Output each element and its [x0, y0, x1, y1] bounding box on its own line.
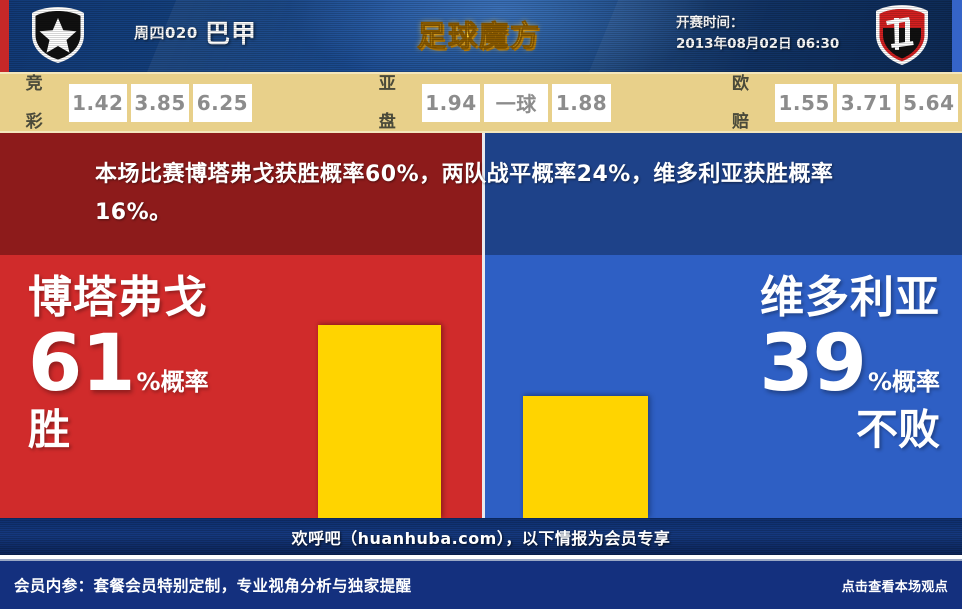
home-percent-suffix: %概率 [136, 368, 209, 396]
match-round-tag: 周四020 [134, 24, 198, 42]
brand-logo: 足球魔方 [416, 19, 542, 54]
home-team-block: 博塔弗戈 61 %概率 胜 [28, 273, 328, 455]
home-percent-line: 61 %概率 [28, 325, 328, 403]
kickoff-info: 开赛时间： 2013年08月02日 06:30 [676, 13, 839, 55]
odds-cell-jingcai-2[interactable]: 3.85 [130, 83, 190, 122]
header-right-blue-strip [952, 0, 962, 72]
away-percent-suffix: %概率 [867, 368, 940, 396]
odds-group-jingcai: 竞彩 1.42 3.85 6.25 [18, 74, 256, 132]
probability-bar-home [318, 325, 441, 518]
odds-group-oupei: 欧赔 1.55 3.71 5.64 [724, 74, 962, 132]
odds-cell-yapan-3[interactable]: 1.88 [552, 83, 611, 122]
member-description: 会员内参：套餐会员特别定制，专业视角分析与独家提醒 [14, 577, 412, 595]
away-team-name: 维多利亚 [760, 272, 940, 323]
away-team-block: 维多利亚 39 %概率 不败 [620, 273, 940, 455]
odds-bar: 竞彩 1.42 3.85 6.25 亚盘 1.94 一球 1.88 欧赔 1.5… [0, 72, 962, 133]
away-percent-line: 39 %概率 [620, 325, 940, 403]
probability-panel: 本场比赛博塔弗戈获胜概率60%，两队战平概率24%，维多利亚获胜概率16%。 博… [0, 133, 962, 518]
kickoff-label: 开赛时间： [676, 15, 744, 31]
kickoff-time: 2013年08月02日 06:30 [676, 36, 840, 52]
vitoria-crest-icon [876, 5, 928, 65]
odds-label-oupei: 欧赔 [731, 73, 750, 132]
home-outcome-label: 胜 [28, 405, 71, 454]
panel-summary-left-bg [0, 133, 484, 255]
promo-bar: 欢呼吧（huanhuba.com），以下情报为会员专享 [0, 518, 962, 555]
panel-summary-right-bg [484, 133, 962, 255]
odds-group-yapan: 亚盘 1.94 一球 1.88 [371, 74, 615, 132]
header-left-red-strip [0, 0, 9, 72]
odds-cell-jingcai-3[interactable]: 6.25 [193, 83, 252, 122]
odds-cell-yapan-handicap[interactable]: 一球 [484, 83, 549, 122]
away-percent-value: 39 [759, 319, 867, 409]
odds-cell-jingcai-1[interactable]: 1.42 [68, 83, 127, 122]
promo-text: 欢呼吧（huanhuba.com），以下情报为会员专享 [291, 528, 671, 548]
probability-bar-away [523, 396, 648, 518]
odds-cell-oupei-2[interactable]: 3.71 [837, 83, 896, 122]
odds-label-jingcai: 竞彩 [25, 73, 44, 132]
home-percent-value: 61 [28, 319, 136, 409]
odds-label-yapan: 亚盘 [378, 73, 397, 132]
header-bar: 周四020 巴甲 足球魔方 开赛时间： 2013年08月02日 06:30 [0, 0, 962, 72]
probability-summary-text: 本场比赛博塔弗戈获胜概率60%，两队战平概率24%，维多利亚获胜概率16%。 [95, 162, 834, 225]
panel-divider [482, 133, 485, 518]
league-name: 巴甲 [205, 19, 258, 48]
odds-cell-yapan-1[interactable]: 1.94 [421, 83, 481, 122]
home-team-name: 博塔弗戈 [28, 272, 208, 323]
odds-cell-oupei-1[interactable]: 1.55 [774, 83, 834, 122]
away-outcome-label: 不败 [855, 405, 940, 454]
member-bar: 会员内参：套餐会员特别定制，专业视角分析与独家提醒 点击查看本场观点 [0, 559, 962, 609]
botafogo-crest-icon [32, 7, 84, 63]
odds-cell-oupei-3[interactable]: 5.64 [899, 83, 958, 122]
view-match-opinion-link[interactable]: 点击查看本场观点 [841, 579, 948, 595]
